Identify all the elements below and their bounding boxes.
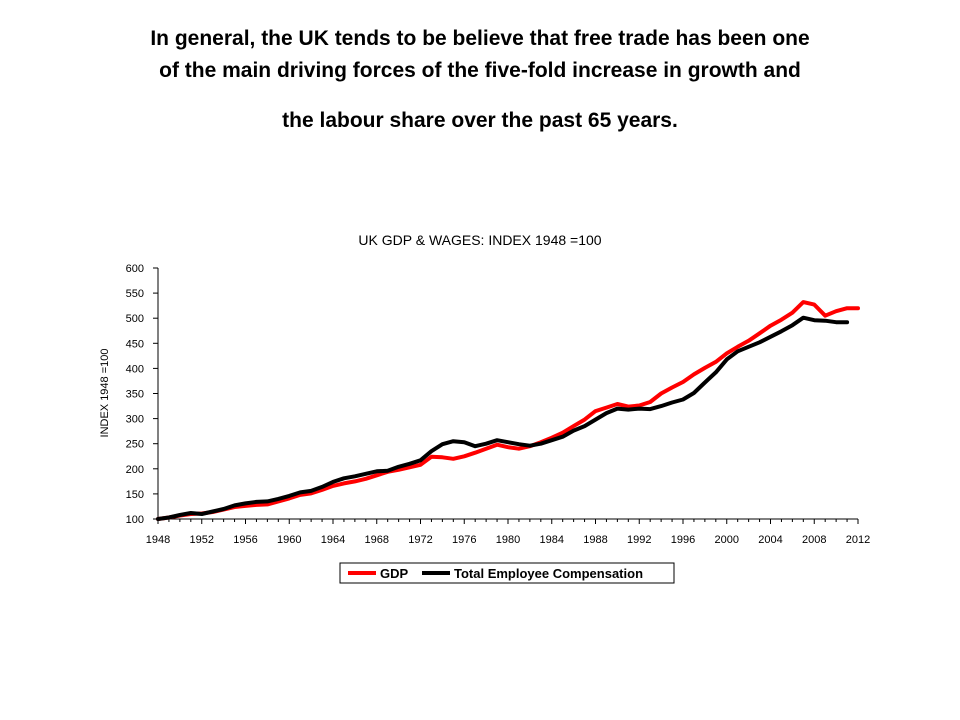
x-tick-label: 2000 bbox=[715, 534, 739, 546]
x-tick-label: 1980 bbox=[496, 534, 520, 546]
x-tick-label: 1976 bbox=[452, 534, 476, 546]
series-layer bbox=[156, 300, 860, 521]
x-tick-label: 1984 bbox=[540, 534, 564, 546]
chart-title: UK GDP & WAGES: INDEX 1948 =100 bbox=[358, 232, 601, 248]
slide-title: In general, the UK tends to be believe t… bbox=[30, 28, 930, 142]
x-tick-label: 1948 bbox=[146, 534, 170, 546]
x-tick-label: 1952 bbox=[190, 534, 214, 546]
x-tick-label: 1956 bbox=[233, 534, 257, 546]
slide-title-line-3: the labour share over the past 65 years. bbox=[282, 109, 678, 132]
axes: 100 150 200 250 300 350 400 450 500 550 600 1948 195… bbox=[126, 263, 871, 546]
x-tick-label: 2012 bbox=[846, 534, 870, 546]
series-line-gdp bbox=[156, 300, 860, 521]
y-tick-label: 200 bbox=[126, 464, 144, 476]
series-line-employee-compensation bbox=[156, 315, 850, 521]
y-tick-label: 250 bbox=[126, 439, 144, 451]
legend-box bbox=[339, 562, 675, 584]
y-tick-label: 150 bbox=[126, 489, 144, 501]
y-tick-label: 500 bbox=[126, 313, 144, 325]
y-axis-label: INDEX 1948 =100 bbox=[99, 349, 111, 438]
x-tick-label: 1968 bbox=[365, 534, 389, 546]
y-tick-label: 350 bbox=[126, 389, 144, 401]
x-tick-label: 1972 bbox=[408, 534, 432, 546]
legend-label-gdp: GDP bbox=[380, 566, 409, 581]
y-tick-label: 100 bbox=[126, 514, 144, 526]
x-tick-label: 1960 bbox=[277, 534, 301, 546]
slide-title-line-1: In general, the UK tends to be believe t… bbox=[150, 27, 810, 50]
legend-label-employee-compensation: Total Employee Compensation bbox=[454, 566, 643, 581]
slide-title-line-2: of the main driving forces of the five-f… bbox=[159, 59, 801, 82]
y-tick-label: 450 bbox=[126, 338, 144, 350]
x-tick-label: 2008 bbox=[802, 534, 826, 546]
x-tick-label: 2004 bbox=[758, 534, 782, 546]
y-tick-label: 550 bbox=[126, 288, 144, 300]
legend: GDP Total Employee Compensation bbox=[339, 562, 675, 584]
x-tick-label: 1996 bbox=[671, 534, 695, 546]
y-tick-label: 600 bbox=[126, 263, 144, 275]
y-tick-label: 400 bbox=[126, 363, 144, 375]
x-tick-label: 1988 bbox=[583, 534, 607, 546]
x-tick-label: 1964 bbox=[321, 534, 345, 546]
y-tick-label: 300 bbox=[126, 414, 144, 426]
x-tick-label: 1992 bbox=[627, 534, 651, 546]
